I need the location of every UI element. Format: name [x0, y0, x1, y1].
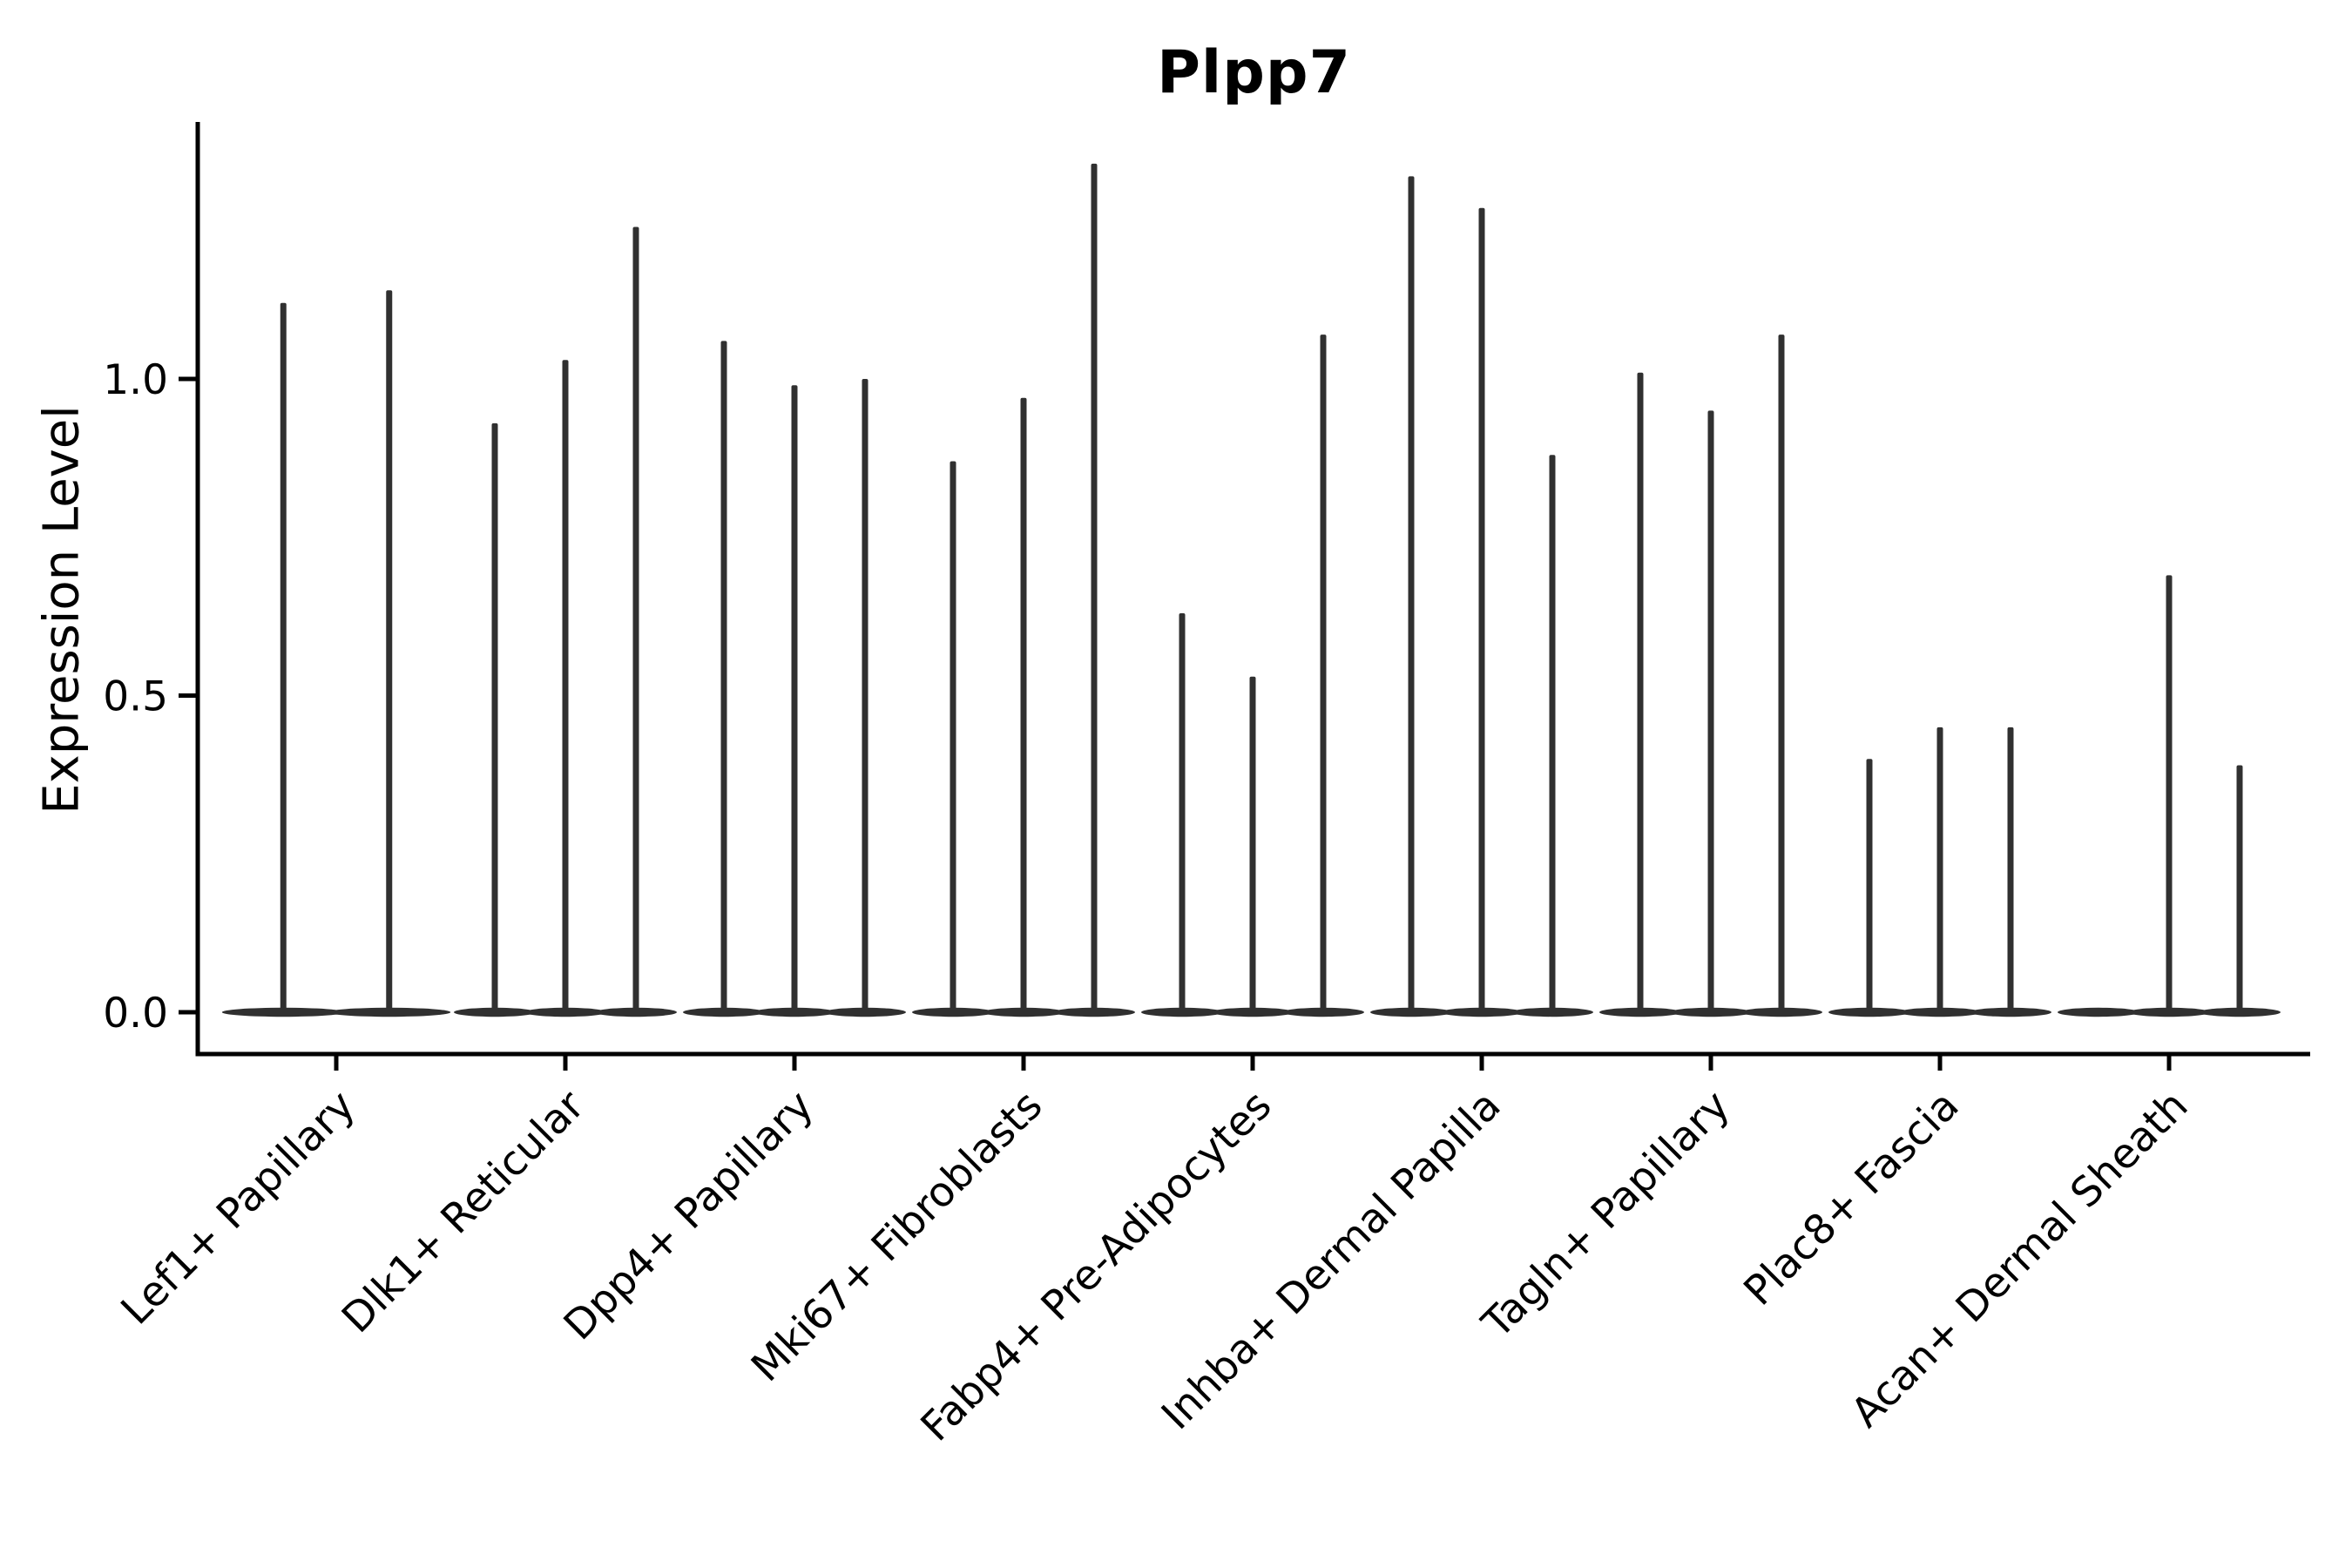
violin-spike [1478, 207, 1485, 1012]
violin-spike [862, 379, 868, 1012]
y-tick-label: 1.0 [103, 356, 168, 404]
y-tick-label: 0.5 [103, 673, 168, 721]
x-tick-label: Tagln+ Papillary [1473, 1082, 1740, 1348]
violin-spike [1707, 410, 1714, 1013]
violin-spike [950, 461, 956, 1012]
violin-spike [632, 226, 639, 1012]
violin-spike [1179, 612, 1186, 1012]
y-axis-title: Expression Level [33, 405, 91, 814]
violin-spike [1320, 335, 1327, 1012]
violin-spike [2236, 765, 2243, 1012]
violin-spike [1020, 397, 1027, 1012]
violin-spike [2166, 575, 2173, 1012]
violin-spike [1549, 455, 1556, 1012]
violin-spike [1249, 676, 1256, 1012]
violin-spike [1936, 727, 1943, 1012]
violin-spike [280, 302, 287, 1012]
violin-spike [791, 385, 798, 1012]
violin-spike [386, 290, 393, 1013]
violin-spike [1866, 759, 1873, 1012]
chart-title: Plpp7 [1157, 38, 1351, 107]
violin-spike [1408, 176, 1415, 1013]
x-tick-label: Plac8+ Fascia [1735, 1082, 1969, 1315]
violin-base [2058, 1007, 2139, 1017]
x-tick-label: Dpp4+ Papillary [555, 1082, 823, 1350]
y-tick-label: 0.0 [103, 990, 168, 1037]
violin-spike [2007, 727, 2014, 1012]
x-tick-label: Lef1+ Papillary [112, 1082, 365, 1335]
violin-spike [720, 341, 727, 1012]
violin-spike [491, 422, 498, 1012]
violin-spike [1637, 372, 1644, 1013]
x-tick-label: Dlk1+ Reticular [333, 1081, 594, 1342]
violin-spike [1091, 163, 1098, 1012]
violin-spike [1778, 335, 1785, 1012]
violin-spike [562, 360, 569, 1012]
